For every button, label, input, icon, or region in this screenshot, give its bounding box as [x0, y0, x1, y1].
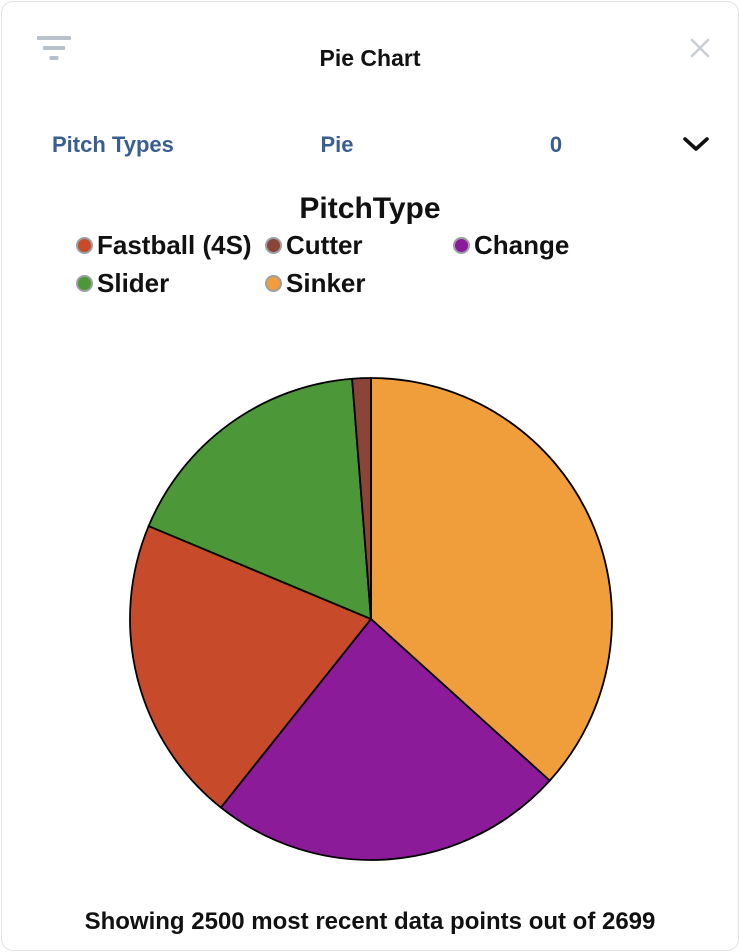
filter-icon[interactable]: [36, 35, 72, 61]
pie-slice-fastball-4s[interactable]: [129, 525, 372, 809]
legend-label: Slider: [97, 267, 170, 298]
data-points-note: Showing 2500 most recent data points out…: [84, 908, 656, 935]
legend-dot-icon: [76, 236, 93, 254]
legend-item[interactable]: Change: [453, 229, 676, 261]
close-button[interactable]: [684, 33, 716, 65]
close-icon: [690, 38, 710, 58]
value-selector[interactable]: 0: [549, 132, 563, 157]
dataset-selector[interactable]: Pitch Types: [52, 132, 174, 157]
pie-chart: [129, 377, 613, 861]
legend-title: PitchType: [299, 192, 441, 225]
pie-slice-slider[interactable]: [147, 377, 372, 620]
legend-item[interactable]: Cutter: [265, 229, 453, 261]
legend-item[interactable]: Sinker: [265, 267, 453, 299]
chart-controls: Pitch Types Pie 0: [2, 131, 738, 161]
legend-label: Change: [474, 229, 570, 260]
pie-slice-change[interactable]: [220, 618, 551, 861]
pie-chart-area: [120, 368, 622, 870]
pie-slice-sinker[interactable]: [370, 377, 613, 782]
legend-label: Sinker: [286, 267, 366, 298]
modal-header: Pie Chart: [2, 2, 738, 92]
pie-slice-cutter[interactable]: [351, 377, 372, 620]
legend-dot-icon: [453, 236, 470, 254]
legend-dot-icon: [76, 274, 93, 292]
legend-label: Fastball (4S): [97, 229, 252, 260]
legend-items: Fastball (4S) Cutter Change Slider Sinker: [76, 229, 676, 299]
page-title: Pie Chart: [319, 45, 421, 71]
legend-item[interactable]: Fastball (4S): [76, 229, 265, 261]
expand-controls-button[interactable]: [674, 131, 718, 159]
legend-dot-icon: [265, 236, 282, 254]
legend-dot-icon: [265, 274, 282, 292]
chart-type-selector[interactable]: Pie: [320, 132, 354, 157]
chevron-down-icon: [683, 136, 709, 151]
legend-item[interactable]: Slider: [76, 267, 265, 299]
legend-label: Cutter: [286, 229, 363, 260]
